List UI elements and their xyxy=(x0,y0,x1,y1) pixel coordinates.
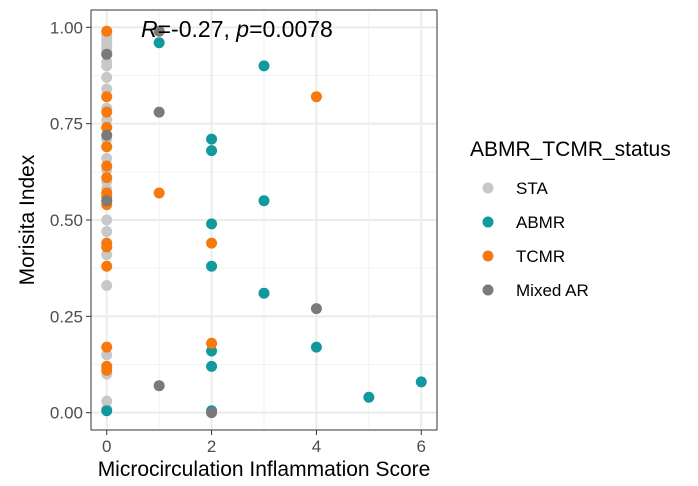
x-tick-label: 2 xyxy=(207,437,216,456)
data-point-mixed-ar xyxy=(153,25,165,37)
legend: STA ABMR TCMR Mixed AR xyxy=(482,179,589,300)
data-point-sta xyxy=(101,395,113,407)
data-point-abmr xyxy=(258,195,270,207)
data-point-mixed-ar xyxy=(206,407,218,419)
y-tick-label: 0.50 xyxy=(50,211,83,230)
legend-label-sta: STA xyxy=(516,179,548,198)
y-axis-ticks: 0.00 0.25 0.50 0.75 1.00 xyxy=(50,18,91,423)
data-point-abmr xyxy=(415,376,427,388)
correlation-annotation: R=-0.27, p=0.0078 xyxy=(141,16,333,42)
data-point-mixed-ar xyxy=(310,303,322,315)
p-value: =0.0078 xyxy=(249,16,333,42)
data-point-tcmr xyxy=(206,237,218,249)
p-label: p xyxy=(235,16,249,42)
data-point-sta xyxy=(101,152,113,164)
data-point-sta xyxy=(101,83,113,95)
data-point-abmr xyxy=(101,405,113,417)
data-point-abmr xyxy=(206,218,218,230)
data-point-tcmr xyxy=(101,241,113,253)
data-point-sta xyxy=(101,249,113,261)
y-tick-label: 0.75 xyxy=(50,115,83,134)
grid-minor xyxy=(91,10,437,430)
x-tick-label: 4 xyxy=(312,437,321,456)
data-point-tcmr xyxy=(101,172,113,184)
y-axis-title: Morisita Index xyxy=(16,154,39,285)
data-point-mixed-ar xyxy=(153,106,165,118)
data-point-tcmr xyxy=(101,160,113,172)
r-label: R xyxy=(141,16,158,42)
legend-key-mixed-ar xyxy=(482,284,494,296)
data-point-abmr xyxy=(258,287,270,299)
legend-label-mixed-ar: Mixed AR xyxy=(516,281,589,300)
legend-key-abmr xyxy=(482,216,494,228)
data-point-sta xyxy=(101,280,113,292)
data-point-abmr xyxy=(153,37,165,49)
y-tick-label: 1.00 xyxy=(50,18,83,37)
r-value: =-0.27, xyxy=(158,16,237,42)
data-point-abmr xyxy=(206,145,218,157)
legend-label-abmr: ABMR xyxy=(516,213,565,232)
data-point-tcmr xyxy=(206,337,218,349)
data-point-tcmr xyxy=(101,364,113,376)
data-point-mixed-ar xyxy=(153,380,165,392)
data-point-sta xyxy=(101,71,113,83)
x-tick-label: 0 xyxy=(102,437,111,456)
data-point-abmr xyxy=(206,133,218,145)
legend-key-sta xyxy=(482,182,494,194)
data-point-abmr xyxy=(206,260,218,272)
data-point-tcmr xyxy=(310,91,322,103)
x-axis-ticks: 0 2 4 6 xyxy=(102,430,426,456)
data-points xyxy=(101,25,427,419)
y-tick-label: 0.00 xyxy=(50,404,83,423)
data-point-mixed-ar xyxy=(101,195,113,207)
data-point-sta xyxy=(101,349,113,361)
data-point-tcmr xyxy=(101,91,113,103)
data-point-abmr xyxy=(206,345,218,357)
data-point-abmr xyxy=(310,341,322,353)
data-point-abmr xyxy=(206,360,218,372)
y-tick-label: 0.25 xyxy=(50,307,83,326)
data-point-tcmr xyxy=(101,141,113,153)
data-point-sta xyxy=(101,214,113,226)
data-point-tcmr xyxy=(153,187,165,199)
x-tick-label: 6 xyxy=(417,437,426,456)
data-point-mixed-ar xyxy=(101,129,113,141)
data-point-sta xyxy=(101,226,113,238)
data-point-tcmr xyxy=(101,122,113,134)
data-point-mixed-ar xyxy=(101,48,113,60)
legend-key-tcmr xyxy=(482,250,494,262)
data-point-sta xyxy=(101,114,113,126)
data-point-abmr xyxy=(258,60,270,72)
data-point-sta xyxy=(101,60,113,72)
x-axis-title: Microcirculation Inflammation Score xyxy=(98,458,431,481)
data-point-tcmr xyxy=(101,341,113,353)
data-point-tcmr xyxy=(101,106,113,118)
legend-title: ABMR_TCMR_status xyxy=(470,138,671,161)
data-point-abmr xyxy=(363,391,375,403)
data-point-tcmr xyxy=(101,25,113,37)
data-point-tcmr xyxy=(101,260,113,272)
legend-label-tcmr: TCMR xyxy=(516,247,565,266)
